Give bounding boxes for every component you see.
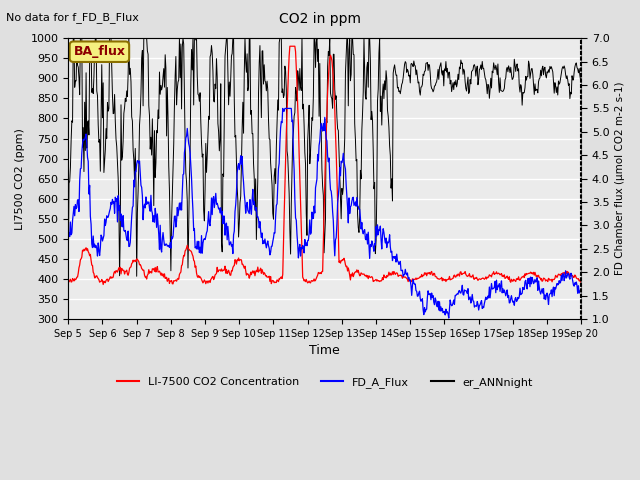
Y-axis label: FD Chamber flux (μmol CO2 m-2 s-1): FD Chamber flux (μmol CO2 m-2 s-1) (615, 82, 625, 276)
Text: No data for f_FD_B_Flux: No data for f_FD_B_Flux (6, 12, 140, 23)
Text: BA_flux: BA_flux (74, 45, 125, 58)
Text: CO2 in ppm: CO2 in ppm (279, 12, 361, 26)
X-axis label: Time: Time (309, 344, 340, 357)
Y-axis label: LI7500 CO2 (ppm): LI7500 CO2 (ppm) (15, 128, 25, 229)
Legend: LI-7500 CO2 Concentration, FD_A_Flux, er_ANNnight: LI-7500 CO2 Concentration, FD_A_Flux, er… (112, 372, 538, 392)
